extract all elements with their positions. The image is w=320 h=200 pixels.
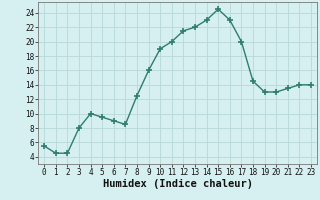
X-axis label: Humidex (Indice chaleur): Humidex (Indice chaleur) [103,179,252,189]
